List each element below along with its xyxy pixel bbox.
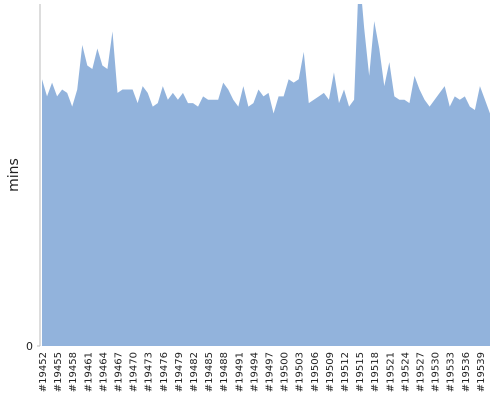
x-tick-label: #19500 (280, 352, 291, 392)
x-tick-label: #19521 (385, 352, 396, 392)
x-tick-label: #19485 (204, 352, 215, 392)
x-tick-label: #19467 (114, 352, 125, 392)
x-tick-label: #19503 (295, 352, 306, 392)
x-tick-label: #19518 (370, 352, 381, 392)
x-tick-label: #19494 (249, 352, 260, 392)
y-axis-label: mins (6, 158, 22, 192)
plot-area (42, 4, 490, 346)
x-tick-label: #19527 (416, 352, 427, 392)
x-tick-label: #19530 (431, 352, 442, 392)
x-tick-label: #19464 (98, 352, 109, 392)
x-tick-label: #19479 (174, 352, 185, 392)
x-tick-label: #19461 (83, 352, 94, 392)
x-tick-label: #19533 (446, 352, 457, 392)
x-tick-label: #19506 (310, 352, 321, 392)
area (42, 4, 490, 346)
x-tick-label: #19455 (53, 352, 64, 392)
x-tick-label: #19512 (340, 352, 351, 392)
x-tick-label: #19539 (476, 352, 487, 392)
x-tick-label: #19491 (234, 352, 245, 392)
y-tick-label: 0 (26, 340, 33, 353)
x-tick-label: #19476 (159, 352, 170, 392)
x-tick-label: #19473 (144, 352, 155, 392)
x-tick-label: #19536 (461, 352, 472, 392)
x-tick-label: #19458 (68, 352, 79, 392)
x-tick-label: #19515 (355, 352, 366, 392)
x-tick-label: #19482 (189, 352, 200, 392)
x-tick-label: #19470 (129, 352, 140, 392)
x-tick-label: #19509 (325, 352, 336, 392)
x-tick-label: #19524 (400, 352, 411, 392)
x-tick-label: #19497 (265, 352, 276, 392)
x-tick-label: #19452 (38, 352, 49, 392)
x-tick-label: #19488 (219, 352, 230, 392)
